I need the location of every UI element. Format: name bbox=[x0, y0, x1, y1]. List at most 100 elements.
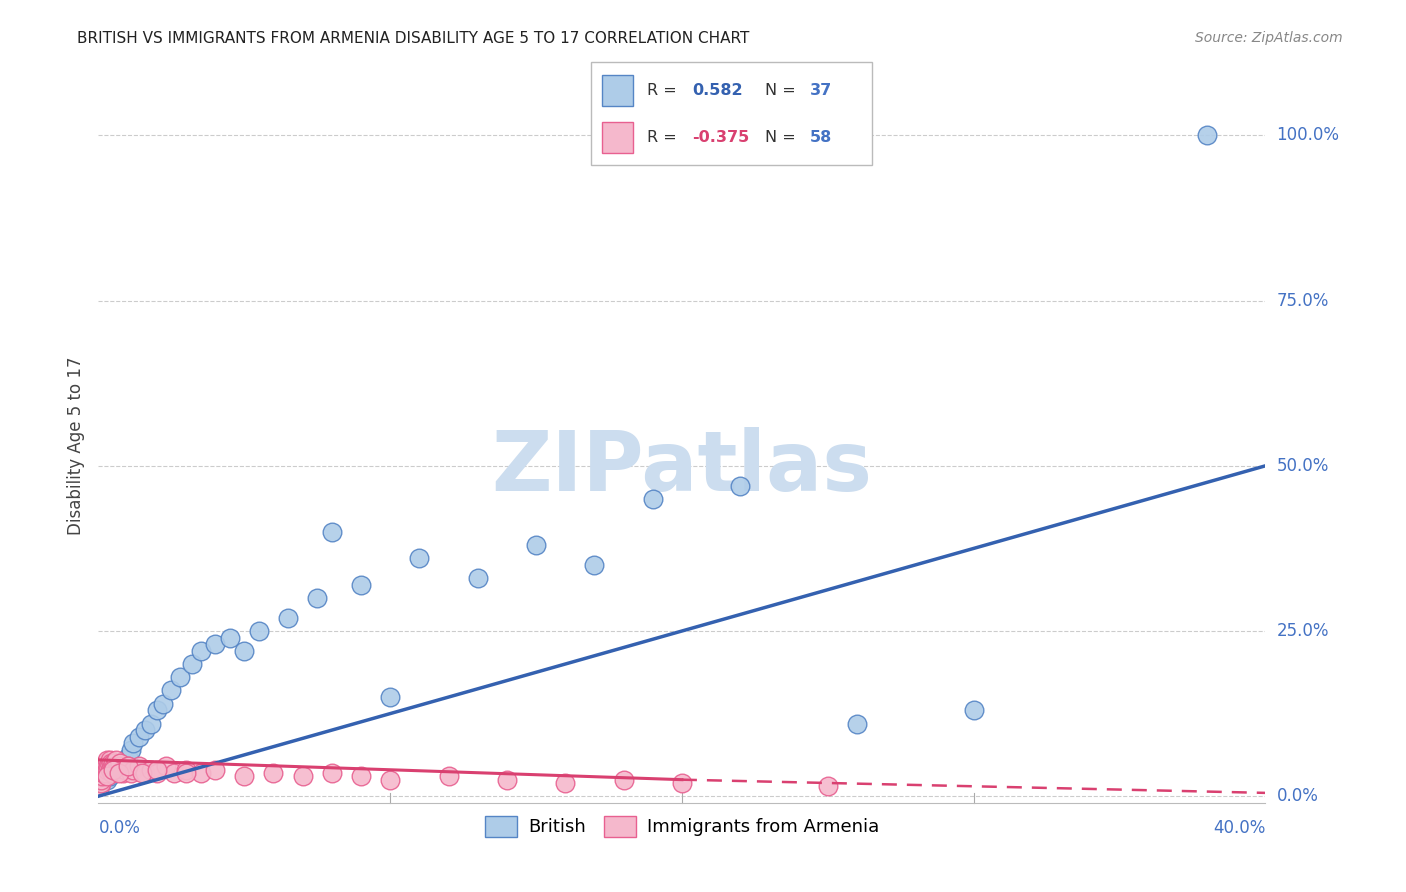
Point bbox=[204, 763, 226, 777]
Point bbox=[90, 776, 112, 790]
Text: -0.375: -0.375 bbox=[692, 130, 749, 145]
Text: 50.0%: 50.0% bbox=[1277, 457, 1329, 475]
Point bbox=[101, 759, 124, 773]
Point bbox=[122, 736, 145, 750]
Point bbox=[380, 690, 402, 704]
Point bbox=[96, 753, 118, 767]
Point bbox=[108, 759, 131, 773]
Point bbox=[321, 766, 343, 780]
Point bbox=[190, 766, 212, 780]
Point bbox=[190, 644, 212, 658]
Text: 0.582: 0.582 bbox=[692, 83, 742, 97]
Point bbox=[146, 766, 169, 780]
Point bbox=[97, 756, 120, 771]
Point bbox=[108, 759, 131, 773]
Point bbox=[93, 759, 115, 773]
Point bbox=[437, 769, 460, 783]
Point bbox=[110, 756, 132, 771]
Text: N =: N = bbox=[765, 130, 801, 145]
Text: Source: ZipAtlas.com: Source: ZipAtlas.com bbox=[1195, 31, 1343, 45]
Point bbox=[104, 763, 127, 777]
FancyBboxPatch shape bbox=[602, 122, 633, 153]
Point bbox=[233, 769, 256, 783]
Point bbox=[94, 766, 117, 780]
Point bbox=[218, 631, 240, 645]
Point bbox=[846, 716, 869, 731]
Point bbox=[114, 763, 136, 777]
FancyBboxPatch shape bbox=[591, 62, 872, 165]
Point bbox=[100, 756, 122, 771]
Point bbox=[139, 716, 162, 731]
Text: 100.0%: 100.0% bbox=[1277, 127, 1340, 145]
Text: 37: 37 bbox=[810, 83, 832, 97]
Point bbox=[524, 538, 547, 552]
Text: ZIPatlas: ZIPatlas bbox=[492, 427, 872, 508]
Point bbox=[128, 759, 150, 773]
Point bbox=[467, 571, 489, 585]
Point bbox=[496, 772, 519, 787]
Point bbox=[91, 766, 114, 780]
Point bbox=[174, 763, 197, 777]
Point bbox=[105, 763, 128, 777]
Point bbox=[114, 753, 136, 767]
Point bbox=[90, 769, 112, 783]
Point bbox=[350, 578, 373, 592]
Legend: British, Immigrants from Armenia: British, Immigrants from Armenia bbox=[477, 808, 887, 844]
Point bbox=[350, 769, 373, 783]
FancyBboxPatch shape bbox=[602, 75, 633, 105]
Point bbox=[962, 703, 984, 717]
Y-axis label: Disability Age 5 to 17: Disability Age 5 to 17 bbox=[66, 357, 84, 535]
Point bbox=[291, 769, 314, 783]
Point bbox=[96, 763, 118, 777]
Point bbox=[111, 756, 134, 771]
Point bbox=[583, 558, 606, 572]
Point bbox=[104, 753, 127, 767]
Point bbox=[100, 766, 122, 780]
Point bbox=[152, 697, 174, 711]
Point bbox=[98, 763, 121, 777]
Point bbox=[247, 624, 270, 638]
Point bbox=[1197, 128, 1219, 143]
Point bbox=[817, 779, 839, 793]
Point bbox=[101, 766, 124, 780]
Point bbox=[120, 743, 142, 757]
Point bbox=[146, 763, 169, 777]
Point bbox=[155, 759, 177, 773]
Text: R =: R = bbox=[647, 83, 682, 97]
Text: 58: 58 bbox=[810, 130, 832, 145]
Point bbox=[307, 591, 329, 605]
Point bbox=[163, 766, 186, 780]
Point bbox=[146, 703, 169, 717]
Point bbox=[321, 524, 343, 539]
Point bbox=[112, 766, 135, 780]
Text: BRITISH VS IMMIGRANTS FROM ARMENIA DISABILITY AGE 5 TO 17 CORRELATION CHART: BRITISH VS IMMIGRANTS FROM ARMENIA DISAB… bbox=[77, 31, 749, 46]
Point bbox=[263, 766, 285, 780]
Point bbox=[131, 766, 153, 780]
Point bbox=[98, 753, 121, 767]
Point bbox=[97, 759, 120, 773]
Text: 75.0%: 75.0% bbox=[1277, 292, 1329, 310]
Point bbox=[613, 772, 636, 787]
Point bbox=[233, 644, 256, 658]
Point bbox=[160, 683, 183, 698]
Point bbox=[101, 756, 124, 771]
Point bbox=[117, 759, 139, 773]
Point bbox=[108, 766, 131, 780]
Point bbox=[554, 776, 576, 790]
Point bbox=[103, 759, 125, 773]
Text: 0.0%: 0.0% bbox=[1277, 788, 1319, 805]
Point bbox=[89, 779, 111, 793]
Point bbox=[117, 749, 139, 764]
Point bbox=[90, 772, 112, 787]
Text: 25.0%: 25.0% bbox=[1277, 622, 1329, 640]
Point bbox=[641, 491, 664, 506]
Point bbox=[101, 763, 124, 777]
Point bbox=[671, 776, 693, 790]
Point bbox=[111, 763, 134, 777]
Text: 0.0%: 0.0% bbox=[98, 820, 141, 838]
Point bbox=[169, 670, 191, 684]
Point bbox=[120, 766, 142, 780]
Point bbox=[93, 763, 115, 777]
Text: 40.0%: 40.0% bbox=[1213, 820, 1265, 838]
Text: N =: N = bbox=[765, 83, 801, 97]
